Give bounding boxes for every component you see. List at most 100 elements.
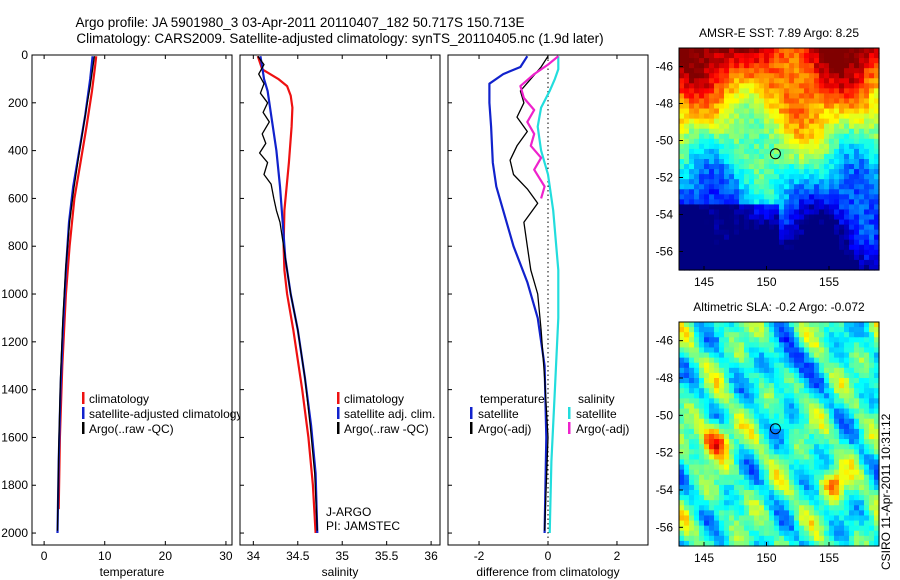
sst-map-cell [779,264,785,271]
sst-map-cell [729,254,735,261]
sst-map-cell [744,159,750,165]
sst-map-cell [724,63,730,69]
sst-map-cell [844,108,850,115]
sla-map-cell [824,444,830,450]
sla-map-cell [809,428,815,435]
sst-map-cell [749,204,755,211]
sst-map-ytick-label: -46 [656,60,674,74]
sla-map-cell [834,434,840,440]
sla-map-cell [759,464,765,471]
sla-map-cell [819,484,825,491]
sst-map-cell [744,264,750,271]
sla-map-cell [829,515,835,522]
sla-map-cell [684,479,690,486]
sst-map-cell [689,234,695,241]
sst-map-cell [759,169,765,175]
sla-map-cell [844,347,850,354]
sla-map-cell [714,378,720,384]
sla-map-cell [849,515,855,522]
sla-map-cell [724,505,730,511]
sla-map-cell [814,459,820,466]
sla-map-cell [829,393,835,399]
sst-map-cell [729,179,735,185]
sst-map-cell [754,179,760,185]
sla-map-cell [689,357,695,364]
sla-map-cell [774,474,780,481]
sst-map-cell [679,184,685,190]
sst-map-cell [694,214,700,221]
sst-map-cell [804,229,810,236]
sla-map-cell [749,372,755,379]
sla-map-cell [759,388,765,394]
sst-map-cell [839,78,845,84]
sla-map-cell [829,525,835,532]
sst-map-cell [784,98,790,105]
sla-map-cell [749,464,755,471]
sla-map-cell [794,510,800,517]
sla-map-cell [699,495,705,501]
sst-map-cell [834,83,840,89]
sst-map-cell [789,159,795,165]
sst-map-cell [824,239,830,246]
sst-map-cell [864,249,870,256]
sla-map-cell [724,428,730,435]
sla-map-cell [769,500,775,506]
temperature-line-argo-raw-qc- [56,56,96,531]
sla-map-cell [874,505,880,511]
sst-map-cell [809,63,815,69]
sst-map-cell [699,259,705,266]
sst-map-cell [774,153,780,160]
sst-map-cell [869,58,875,64]
sst-map-cell [694,138,700,145]
sla-map-cell [769,434,775,440]
sst-map-cell [769,83,775,89]
sst-map-cell [764,83,770,89]
sla-map-cell [859,327,865,333]
sla-map-cell [714,403,720,410]
sst-map-cell [799,53,805,59]
sst-map-cell [724,194,730,200]
sla-map-cell [699,413,705,420]
sla-map-cell [839,418,845,425]
sla-map-cell [754,530,760,537]
sst-map-cell [694,194,700,200]
sst-map-cell [829,199,835,206]
sst-map-cell [814,53,820,59]
sla-map-cell [854,530,860,537]
sst-map-cell [839,148,845,155]
sst-map-cell [864,58,870,64]
sla-map-cell [844,479,850,486]
sla-map-cell [824,347,830,354]
sst-map-cell [679,224,685,231]
sst-map-cell [774,224,780,231]
sla-map-cell [764,322,770,328]
sst-map-cell [724,118,730,125]
sla-map-cell [839,449,845,455]
sla-map-cell [834,403,840,410]
sla-map-cell [809,535,815,542]
sla-map-cell [809,490,815,496]
sst-map-cell [784,219,790,226]
sst-map-cell [824,63,830,69]
sst-map-cell [684,128,690,135]
sla-map-cell [839,428,845,435]
sla-map-cell [849,362,855,369]
sla-map-cell [724,383,730,389]
sla-map-cell [814,525,820,532]
sst-map-cell [784,204,790,211]
sst-map-cell [844,249,850,256]
sla-map-cell [804,454,810,461]
sla-map-xtick-label: 145 [694,551,714,565]
sst-map-cell [779,93,785,100]
sla-map-cell [704,418,710,425]
sst-map-cell [804,148,810,155]
sst-map-cell [854,138,860,145]
sla-map-cell [824,413,830,420]
sla-map-cell [714,474,720,481]
sla-map-cell [774,490,780,496]
sst-map-cell [729,53,735,59]
sst-map-cell [729,68,735,74]
sla-map-cell [819,352,825,359]
sst-map-cell [849,199,855,206]
